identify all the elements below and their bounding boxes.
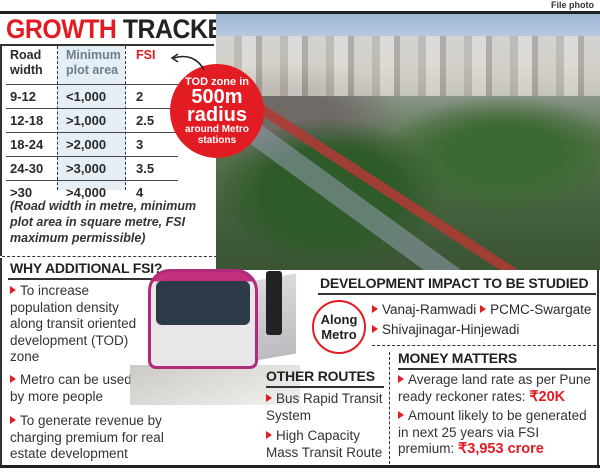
cell-road-width: 9-12 <box>6 83 60 108</box>
cell-road-width: 12-18 <box>6 107 60 132</box>
cell-fsi: 2.5 <box>128 107 178 132</box>
bullet-triangle-icon <box>398 411 404 419</box>
along-metro-badge: Along Metro <box>312 300 366 354</box>
bullet-triangle-icon <box>372 325 378 333</box>
signal-light <box>266 271 282 335</box>
cell-min-plot-area: <1,000 <box>60 83 128 108</box>
fsi-premium-value: ₹3,953 crore <box>458 441 544 457</box>
tod-zone-callout: TOD zone in 500m radius around Metro sta… <box>170 64 264 158</box>
list-item: Vanaj-Ramwadi <box>372 302 476 317</box>
train-windshield <box>156 281 250 325</box>
heading-rule <box>318 293 596 295</box>
section-divider <box>2 256 217 257</box>
right-border <box>597 270 599 466</box>
cell-road-width: 24-30 <box>6 155 60 180</box>
bottom-rule <box>0 465 600 468</box>
cell-min-plot-area: >4,000 <box>60 179 128 204</box>
cell-road-width: 18-24 <box>6 131 60 156</box>
cell-min-plot-area: >2,000 <box>60 131 128 156</box>
cell-fsi: 3.5 <box>128 155 178 180</box>
bullet-triangle-icon <box>266 431 272 439</box>
top-rule <box>0 11 600 14</box>
header-fsi: FSI <box>136 48 156 62</box>
table-row: >30 >4,000 4 <box>6 179 178 204</box>
cell-road-width: >30 <box>6 179 60 204</box>
photo-road <box>229 111 583 270</box>
bullet-triangle-icon <box>10 375 16 383</box>
curved-arrow-icon <box>170 53 205 71</box>
money-matters-heading: MONEY MATTERS <box>398 350 517 366</box>
table-row: 12-18 >1,000 2.5 <box>6 107 178 132</box>
aerial-city-photo <box>216 14 600 270</box>
why-fsi-heading: WHY ADDITIONAL FSI? <box>10 260 163 276</box>
bullet-triangle-icon <box>372 305 378 313</box>
page-title: GROWTH TRACKER <box>6 14 242 44</box>
header-min-plot-area: Minimum plot area <box>66 48 121 77</box>
heading-rule <box>8 278 158 280</box>
column-divider <box>389 352 390 464</box>
list-item: Amount likely to be generated in next 25… <box>398 408 587 457</box>
bullet-triangle-icon <box>480 305 487 313</box>
tod-line4: around Metro <box>185 124 249 135</box>
table-row: 9-12 <1,000 2 <box>6 83 178 108</box>
photo-buildings <box>216 36 600 96</box>
other-routes-heading: OTHER ROUTES <box>266 368 375 384</box>
list-item: Bus Rapid Transit System <box>266 391 383 423</box>
land-rate-value: ₹20K <box>529 388 566 405</box>
bullet-triangle-icon <box>10 286 16 294</box>
table-footnote: (Road width in metre, minimum plot area … <box>10 199 197 245</box>
section-divider <box>372 345 596 346</box>
table-row: 18-24 >2,000 3 <box>6 131 178 156</box>
title-growth: GROWTH <box>6 14 117 44</box>
bullet-triangle-icon <box>398 375 404 383</box>
list-item: PCMC-Swargate <box>480 302 591 317</box>
table-header-row: Road width Minimum plot area FSI <box>6 48 178 84</box>
tod-line2: 500m <box>191 86 243 108</box>
fsi-table: Road width Minimum plot area FSI 9-12 <1,0… <box>6 48 178 204</box>
corridor-list: Vanaj-Ramwadi PCMC-Swargate Shivajinagar… <box>372 300 591 340</box>
metro-train-photo <box>130 265 300 405</box>
table-row: 24-30 >3,000 3.5 <box>6 155 178 180</box>
cell-fsi: 4 <box>128 179 178 204</box>
list-item: Shivajinagar-Hinjewadi <box>372 320 591 340</box>
bullet-triangle-icon <box>10 416 16 424</box>
list-item: Metro can be used by more people <box>10 372 132 404</box>
tod-line1: TOD zone in <box>185 76 249 88</box>
photo-credit: File photo <box>551 0 594 10</box>
heading-rule <box>398 368 596 370</box>
fsi-table-box: Road width Minimum plot area FSI 9-12 <1,0… <box>0 44 215 256</box>
development-impact-heading: DEVELOPMENT IMPACT TO BE STUDIED <box>320 275 589 291</box>
list-item: High Capacity Mass Transit Route <box>266 428 383 460</box>
list-item: To increase population density along tra… <box>10 283 137 364</box>
heading-rule <box>266 386 384 388</box>
tod-line5: stations <box>197 135 237 146</box>
cell-min-plot-area: >3,000 <box>60 155 128 180</box>
bullet-triangle-icon <box>266 394 272 402</box>
list-item: To generate revenue by charging premium … <box>10 413 164 461</box>
list-item: Average land rate as per Pune ready reck… <box>398 372 591 405</box>
tod-line3: radius <box>186 104 248 126</box>
cell-min-plot-area: >1,000 <box>60 107 128 132</box>
why-additional-fsi-section: WHY ADDITIONAL FSI? To increase populati… <box>0 256 300 466</box>
table-top-rule <box>2 44 214 46</box>
cell-fsi: 2 <box>128 83 178 108</box>
cell-fsi: 3 <box>128 131 178 156</box>
header-road-width: Road width <box>10 48 43 77</box>
